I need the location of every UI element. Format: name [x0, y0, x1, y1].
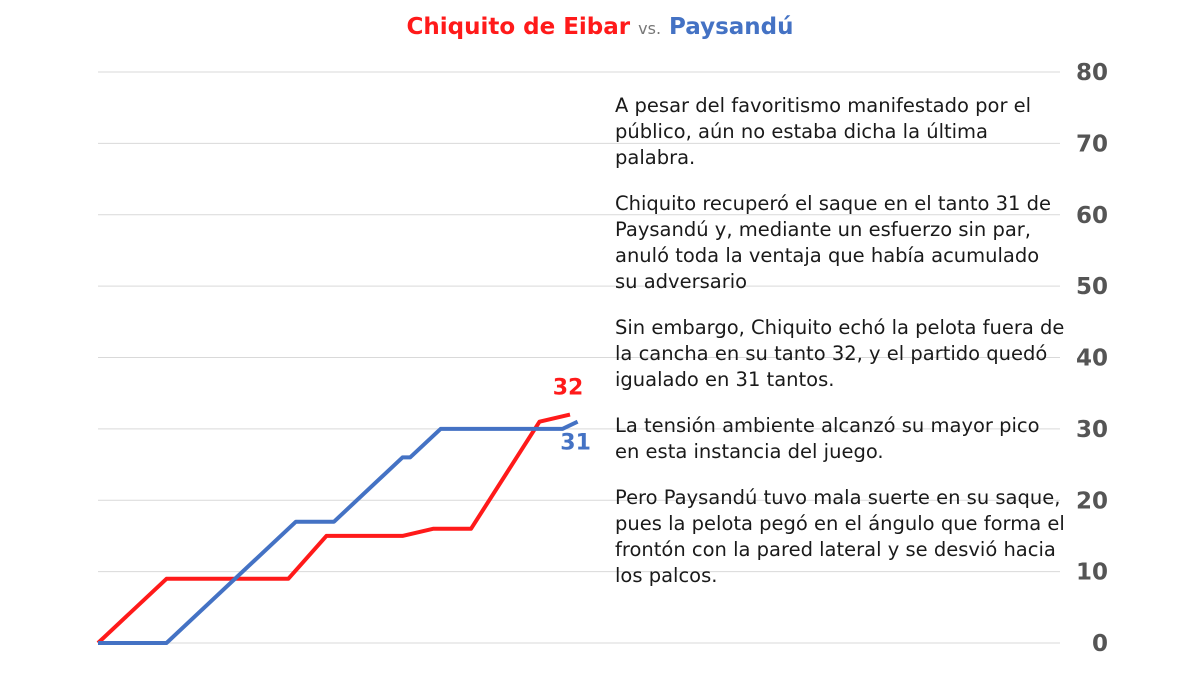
narrative-paragraph: A pesar del favoritismo manifestado por … [615, 94, 1032, 169]
title-team-b: Paysandú [669, 14, 794, 40]
chart-title: Chiquito de Eibar vs. Paysandú [0, 14, 1200, 40]
narrative-text: A pesar del favoritismo manifestado por … [615, 93, 1065, 609]
y-tick-label: 60 [1076, 203, 1108, 229]
end-value-label: 31 [560, 431, 591, 456]
y-tick-label: 20 [1076, 488, 1108, 514]
gridlines [98, 71, 1060, 644]
series-line-chiquito [96, 412, 571, 645]
narrative-paragraph: Sin embargo, Chiquito echó la pelota fue… [615, 316, 1065, 391]
title-team-a: Chiquito de Eibar [406, 14, 631, 40]
y-tick-label: 10 [1076, 560, 1108, 586]
y-axis-ticks: 0 10 20 30 40 50 60 70 80 [1076, 60, 1108, 657]
y-tick-label: 0 [1092, 631, 1108, 657]
y-tick-label: 30 [1076, 417, 1108, 443]
y-tick-label: 70 [1076, 131, 1108, 157]
y-tick-label: 50 [1076, 274, 1108, 300]
end-value-label: 32 [553, 376, 584, 401]
y-tick-label: 40 [1076, 346, 1108, 372]
title-vs: vs. [638, 19, 662, 38]
end-labels: 32 31 [553, 376, 591, 456]
narrative-paragraph: La tensión ambiente alcanzó su mayor pic… [615, 414, 1040, 463]
series-lines [96, 412, 579, 645]
narrative-paragraph: Chiquito recuperó el saque en el tanto 3… [615, 192, 1052, 293]
narrative-paragraph: Pero Paysandú tuvo mala suerte en su saq… [615, 486, 1065, 587]
y-tick-label: 80 [1076, 60, 1108, 86]
series-line-paysandu [98, 419, 579, 645]
